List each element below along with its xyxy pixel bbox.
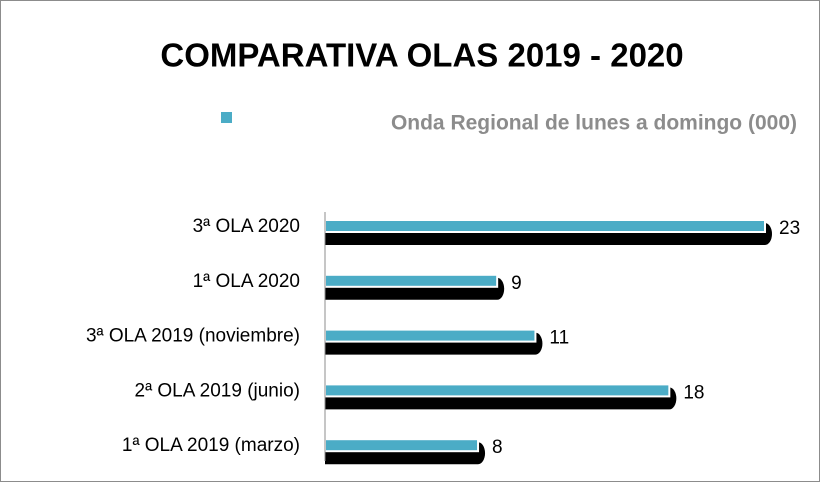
y-tick-label: 3ª OLA 2019 (noviembre) bbox=[86, 326, 300, 347]
data-label: 11 bbox=[549, 328, 569, 349]
data-label: 18 bbox=[683, 382, 704, 403]
legend-swatch bbox=[221, 112, 232, 123]
data-label: 9 bbox=[511, 273, 522, 294]
bar bbox=[324, 328, 537, 343]
bar bbox=[324, 273, 499, 288]
data-label: 8 bbox=[492, 437, 503, 458]
y-tick-label: 3ª OLA 2020 bbox=[193, 216, 300, 237]
bar bbox=[324, 383, 671, 398]
bar bbox=[324, 438, 480, 453]
legend-label: Onda Regional de lunes a domingo (000) bbox=[391, 112, 797, 135]
chart-title: COMPARATIVA OLAS 2019 - 2020 bbox=[160, 37, 683, 74]
data-label: 23 bbox=[779, 218, 800, 239]
y-tick-label: 1ª OLA 2019 (marzo) bbox=[122, 435, 300, 456]
y-tick-label: 2ª OLA 2019 (junio) bbox=[135, 380, 300, 401]
bar bbox=[324, 219, 766, 233]
y-tick-label: 1ª OLA 2020 bbox=[193, 271, 300, 292]
